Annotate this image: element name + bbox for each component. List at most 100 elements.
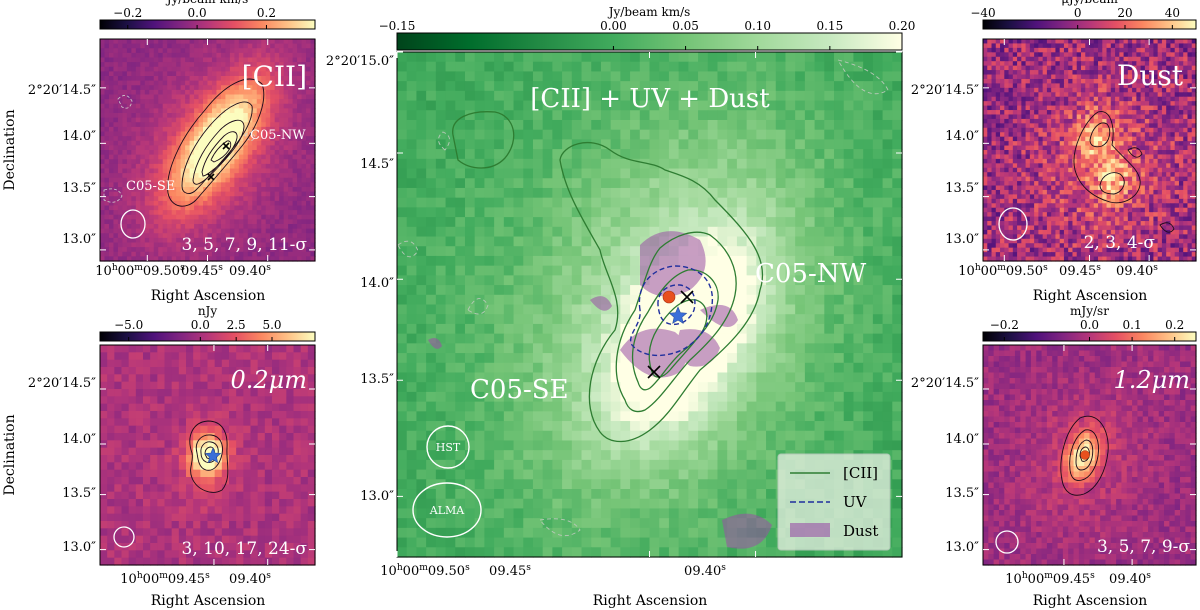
map-pixel [785, 168, 796, 179]
map-pixel [211, 140, 218, 146]
map-pixel [189, 71, 195, 77]
map-pixel [214, 557, 223, 566]
map-pixel [117, 117, 123, 123]
map-pixel [131, 154, 137, 160]
map-pixel [542, 52, 553, 63]
map-pixel [435, 100, 447, 111]
map-pixel [464, 217, 476, 228]
map-pixel [225, 224, 231, 230]
map-pixel [717, 275, 728, 286]
map-pixel [265, 140, 271, 146]
map-pixel [140, 150, 146, 156]
map-pixel [795, 226, 806, 238]
map-pixel [272, 345, 280, 353]
map-pixel [149, 205, 155, 211]
map-pixel [185, 191, 191, 197]
map-pixel [216, 247, 222, 253]
map-pixel [180, 219, 186, 225]
map-pixel [135, 108, 141, 114]
map-pixel [272, 491, 280, 500]
map-pixel [214, 499, 223, 507]
map-pixel [176, 182, 182, 188]
map-pixel [131, 242, 137, 248]
map-pixel [198, 99, 204, 105]
map-pixel [639, 119, 651, 131]
map-pixel [167, 94, 173, 100]
map-pixel [853, 246, 864, 257]
map-pixel [814, 61, 825, 73]
map-pixel [135, 425, 144, 434]
map-pixel [882, 197, 893, 208]
map-pixel [293, 374, 302, 383]
map-pixel [274, 103, 280, 109]
map-pixel [581, 323, 592, 335]
map-pixel [600, 207, 612, 218]
map-pixel [513, 323, 524, 335]
map-pixel [272, 499, 280, 507]
map-pixel [279, 108, 285, 114]
map-pixel [523, 187, 534, 199]
map-pixel [542, 139, 553, 150]
map-pixel [128, 469, 137, 478]
map-pixel [416, 255, 427, 267]
map-pixel [140, 117, 146, 123]
map-pixel [571, 178, 583, 189]
map-pixel [552, 353, 563, 364]
map-pixel [717, 52, 728, 63]
map-pixel [107, 499, 115, 507]
map-pixel [279, 228, 285, 234]
map-pixel [484, 110, 495, 121]
map-pixel [171, 543, 180, 551]
map-pixel [140, 154, 146, 160]
map-pixel [620, 275, 631, 286]
map-pixel [279, 550, 287, 559]
map-pixel [100, 57, 106, 63]
map-pixel [283, 154, 289, 160]
map-pixel [189, 159, 195, 165]
map-pixel [214, 411, 223, 419]
map-pixel [234, 228, 240, 234]
map-pixel [698, 294, 709, 306]
map-pixel [581, 207, 592, 218]
map-pixel [238, 196, 244, 202]
map-pixel [158, 99, 164, 105]
map-pixel [775, 255, 787, 267]
map-pixel [114, 345, 123, 353]
map-pixel [581, 90, 592, 102]
map-pixel [203, 251, 209, 257]
map-pixel [293, 535, 302, 544]
map-pixel [238, 80, 244, 86]
map-pixel [162, 48, 168, 54]
map-pixel [128, 389, 137, 397]
map-pixel [203, 210, 209, 216]
map-pixel [824, 119, 835, 131]
map-pixel [542, 100, 553, 111]
map-pixel [301, 89, 307, 96]
map-pixel [717, 217, 728, 228]
map-pixel [591, 71, 602, 82]
map-pixel [108, 57, 115, 63]
map-pixel [194, 210, 200, 216]
map-pixel [171, 535, 180, 544]
map-pixel [211, 94, 218, 100]
map-pixel [863, 81, 874, 92]
map-pixel [164, 359, 173, 368]
map-pixel [639, 304, 651, 315]
map-pixel [200, 396, 209, 405]
map-pixel [274, 43, 280, 49]
map-pixel [126, 150, 132, 156]
map-pixel [274, 173, 280, 179]
map-pixel [279, 256, 285, 262]
map-pixel [164, 521, 173, 529]
map-pixel [229, 52, 235, 59]
map-pixel [286, 411, 295, 419]
map-pixel [229, 76, 235, 82]
map-pixel [186, 418, 194, 427]
map-pixel [203, 131, 209, 137]
map-pixel [234, 214, 240, 220]
map-pixel [135, 411, 144, 419]
map-pixel [100, 76, 106, 82]
map-pixel [659, 61, 670, 73]
map-pixel [503, 323, 515, 335]
map-pixel [153, 196, 159, 202]
